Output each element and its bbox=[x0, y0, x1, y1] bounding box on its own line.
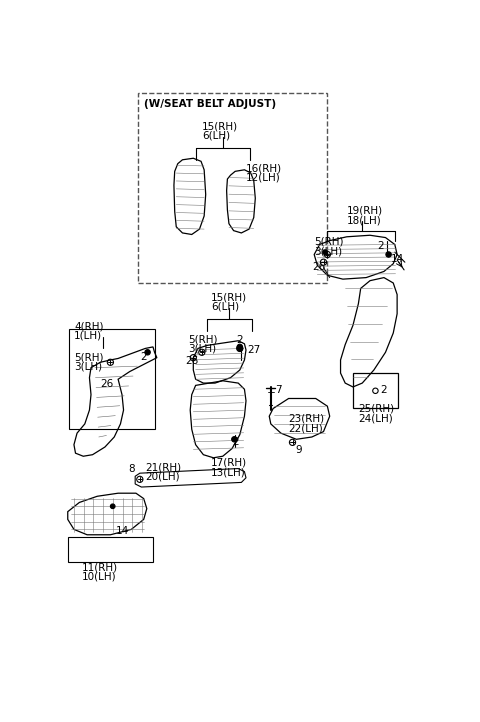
Text: 3(LH): 3(LH) bbox=[74, 362, 102, 372]
Circle shape bbox=[110, 504, 115, 508]
Text: 2: 2 bbox=[232, 437, 239, 447]
Text: 26: 26 bbox=[100, 379, 114, 389]
Circle shape bbox=[237, 346, 242, 351]
Text: 7: 7 bbox=[276, 386, 282, 396]
Text: 25(RH): 25(RH) bbox=[359, 404, 395, 414]
Text: 1(LH): 1(LH) bbox=[74, 331, 102, 341]
Text: 5(RH): 5(RH) bbox=[74, 352, 104, 362]
Text: 14: 14 bbox=[116, 526, 129, 536]
Text: 11(RH): 11(RH) bbox=[82, 562, 118, 573]
Text: 13(LH): 13(LH) bbox=[211, 467, 246, 477]
Text: 2: 2 bbox=[380, 386, 387, 396]
Text: 2: 2 bbox=[378, 240, 384, 251]
Text: 17(RH): 17(RH) bbox=[211, 458, 247, 468]
Text: 16(RH): 16(RH) bbox=[246, 164, 282, 173]
Text: 6(LH): 6(LH) bbox=[202, 131, 230, 141]
Text: 8: 8 bbox=[128, 464, 135, 474]
Text: 3(LH): 3(LH) bbox=[188, 344, 216, 354]
Circle shape bbox=[145, 349, 150, 355]
Text: 5(RH): 5(RH) bbox=[314, 237, 344, 247]
Text: 4(RH): 4(RH) bbox=[74, 321, 104, 331]
Text: 22(LH): 22(LH) bbox=[288, 423, 324, 433]
Text: 10(LH): 10(LH) bbox=[82, 572, 116, 582]
Text: 19(RH): 19(RH) bbox=[347, 206, 383, 216]
Text: 23(RH): 23(RH) bbox=[288, 414, 325, 424]
Bar bbox=[68, 537, 153, 562]
Text: 26: 26 bbox=[312, 262, 326, 272]
Text: 2: 2 bbox=[237, 334, 243, 344]
Circle shape bbox=[386, 252, 391, 257]
Text: 2: 2 bbox=[140, 352, 146, 362]
Circle shape bbox=[323, 250, 327, 254]
Text: 21(RH): 21(RH) bbox=[145, 462, 181, 472]
Circle shape bbox=[237, 344, 242, 349]
Text: 27: 27 bbox=[248, 344, 261, 355]
Text: 6(LH): 6(LH) bbox=[211, 302, 239, 311]
Text: 5(RH): 5(RH) bbox=[188, 334, 217, 344]
Text: 24(LH): 24(LH) bbox=[359, 413, 393, 423]
Bar bbox=[69, 329, 155, 430]
Circle shape bbox=[232, 437, 237, 442]
Text: 20(LH): 20(LH) bbox=[145, 471, 180, 482]
Text: 26: 26 bbox=[186, 356, 199, 366]
Text: 15(RH): 15(RH) bbox=[202, 121, 238, 131]
Text: 3(LH): 3(LH) bbox=[314, 246, 342, 256]
Text: 14: 14 bbox=[391, 254, 404, 264]
Bar bbox=[353, 373, 398, 408]
Text: 12(LH): 12(LH) bbox=[246, 173, 281, 183]
Text: 18(LH): 18(LH) bbox=[347, 215, 382, 225]
Text: (W/SEAT BELT ADJUST): (W/SEAT BELT ADJUST) bbox=[144, 99, 276, 109]
Text: 9: 9 bbox=[296, 445, 302, 455]
Bar bbox=[137, 93, 327, 283]
Text: 15(RH): 15(RH) bbox=[211, 292, 247, 303]
